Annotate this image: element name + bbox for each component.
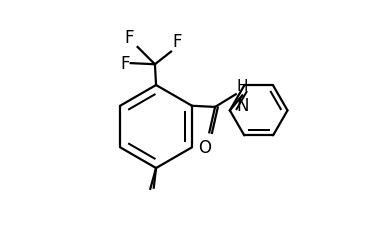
Text: O: O xyxy=(198,138,211,156)
Text: F: F xyxy=(125,29,134,47)
Text: F: F xyxy=(120,55,130,73)
Text: H: H xyxy=(237,79,249,94)
Text: N: N xyxy=(236,97,249,115)
Text: F: F xyxy=(172,33,182,51)
